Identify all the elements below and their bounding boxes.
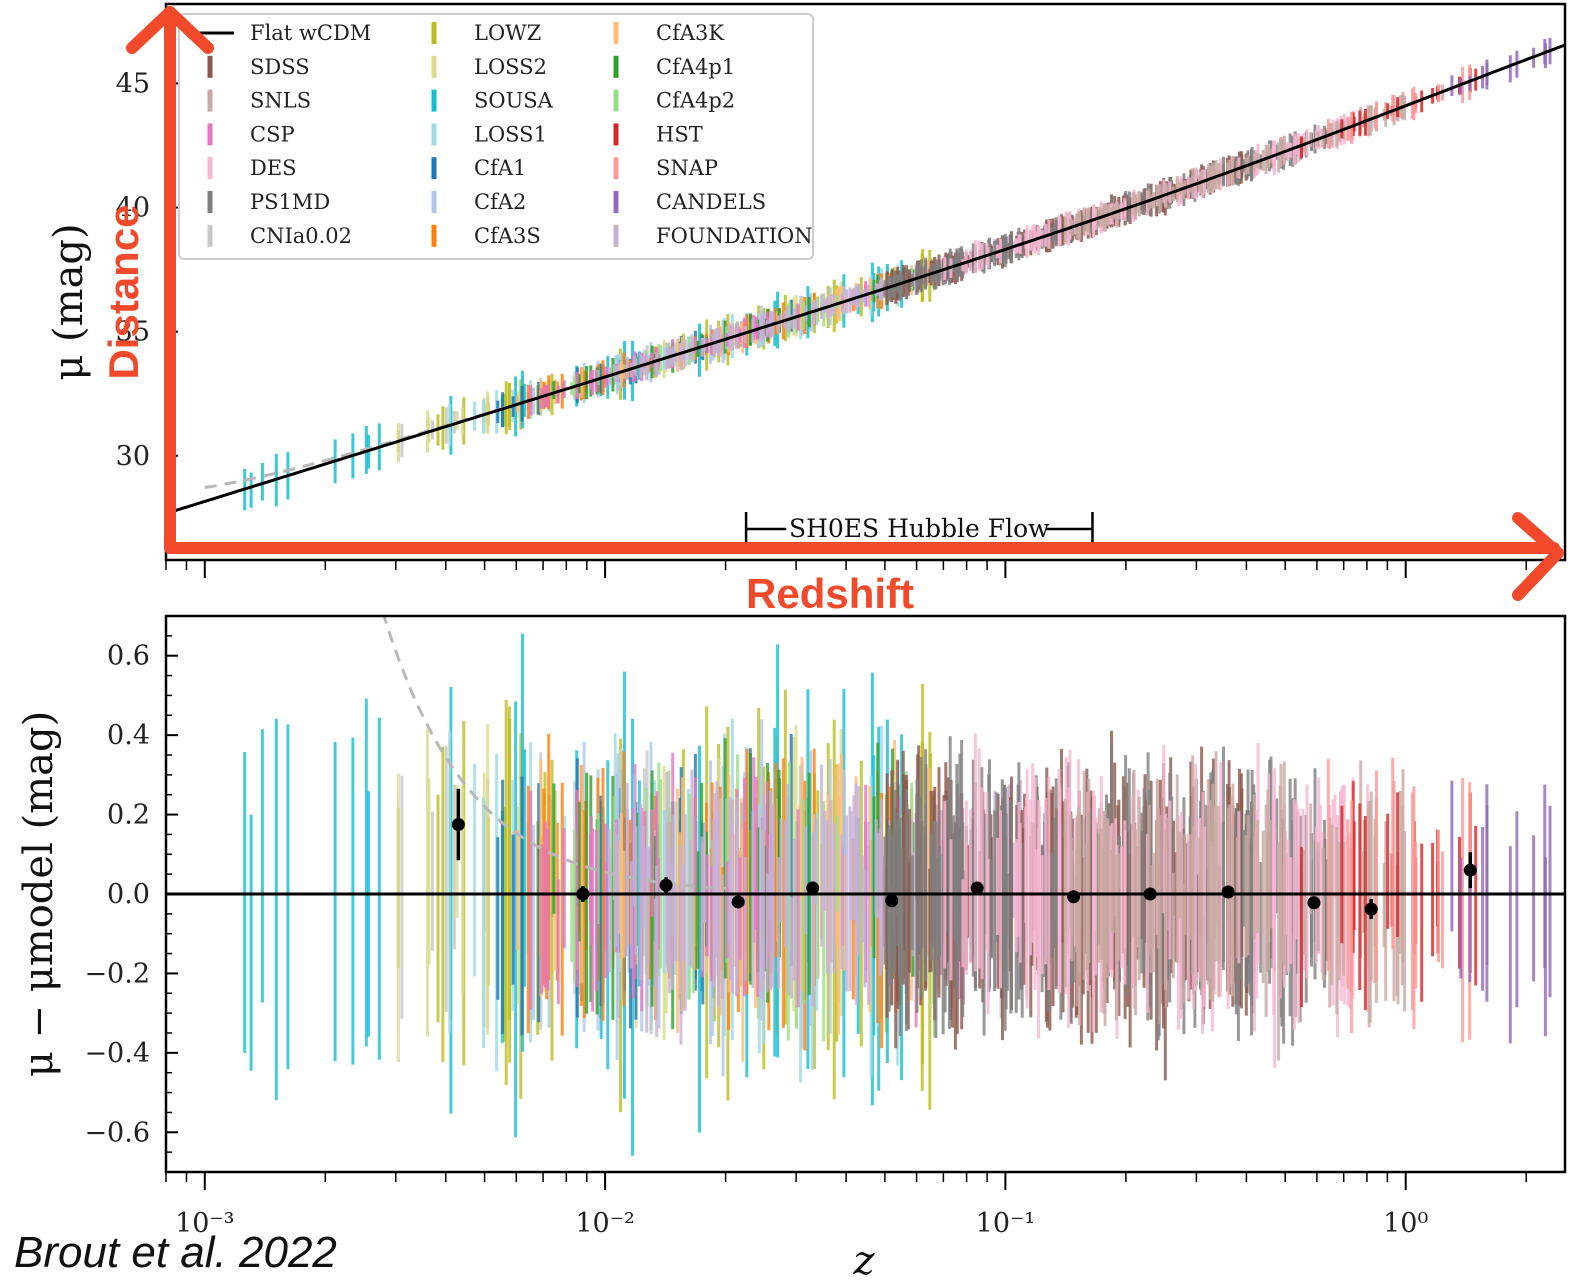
bottom-y-axis-title: μ − μmodel (mag) xyxy=(16,711,62,1077)
binned-mean-point xyxy=(970,881,984,895)
binned-mean-point xyxy=(659,878,673,892)
legend-label: CfA4p1 xyxy=(656,55,735,79)
legend-items: Flat wCDM SDSS SNLS CSP DES PS1MD CNIa0.02 LOWZ… xyxy=(198,21,813,248)
legend-label: SNLS xyxy=(250,89,311,113)
bottom-y-tick-label: 0.6 xyxy=(107,641,150,672)
legend-label: CfA1 xyxy=(474,156,526,180)
binned-mean-point xyxy=(1067,890,1081,904)
legend-label: LOSS2 xyxy=(474,55,547,79)
binned-mean-point xyxy=(1463,863,1477,877)
legend-label: LOWZ xyxy=(474,21,541,45)
bottom-low-z-curve xyxy=(382,616,726,890)
x-arrow-head xyxy=(1512,512,1564,601)
bottom-x-tick-label: 10⁰ xyxy=(1383,1208,1428,1239)
bottom-residual-points xyxy=(243,633,1552,1156)
legend-label: FOUNDATION xyxy=(656,224,813,248)
bottom-y-tick-label: 0.4 xyxy=(107,720,150,751)
binned-mean-point xyxy=(1221,885,1235,899)
shoes-hubble-flow-annotation: SH0ES Hubble Flow xyxy=(744,512,1094,546)
binned-mean-point xyxy=(1364,902,1378,916)
distance-label: Distance xyxy=(100,204,147,379)
bottom-x-tick-label: 10⁻³ xyxy=(175,1208,234,1239)
legend-label: DES xyxy=(250,156,297,180)
bottom-panel: −0.6 −0.4 −0.2 0.0 0.2 0.4 0.6 10⁻³ 10⁻² 10⁻¹ 10⁰… xyxy=(16,614,1567,1284)
binned-mean-point xyxy=(451,818,465,831)
bottom-y-tick-label: −0.6 xyxy=(84,1117,150,1148)
citation-credit: Brout et al. 2022 xyxy=(14,1228,337,1277)
legend-label: CNIa0.02 xyxy=(250,224,352,248)
legend-label: CANDELS xyxy=(656,190,766,214)
legend-label: CfA3K xyxy=(656,21,724,45)
binned-means xyxy=(451,788,1477,920)
bottom-y-tick-label: 0.0 xyxy=(107,879,150,910)
bottom-y-tick-label: −0.2 xyxy=(84,958,150,989)
bottom-x-tick-label: 10⁻¹ xyxy=(976,1208,1035,1239)
y-arrow-head xyxy=(126,6,214,54)
legend-label: CfA4p2 xyxy=(656,89,735,113)
legend-label: SNAP xyxy=(656,156,718,180)
redshift-label: Redshift xyxy=(746,570,914,617)
legend-label: CfA3S xyxy=(474,224,541,248)
top-y-tick-label: 35 xyxy=(116,317,150,348)
top-y-tick-label: 45 xyxy=(116,68,150,99)
legend-box xyxy=(178,13,814,260)
legend-label: SOUSA xyxy=(474,89,554,113)
top-panel: 30 35 40 45 μ (mag) SH0ES Hubble Flow Flat … xyxy=(46,2,1567,578)
bottom-x-tick-label: 10⁻² xyxy=(575,1208,634,1239)
overlay-arrows: Distance Redshift xyxy=(100,6,1564,617)
legend-label: HST xyxy=(656,122,703,146)
binned-mean-point xyxy=(806,881,820,895)
legend-label: Flat wCDM xyxy=(250,21,371,45)
bottom-x-axis-title: z xyxy=(852,1238,875,1284)
legend-label: CSP xyxy=(250,122,295,146)
binned-mean-point xyxy=(1307,896,1321,910)
top-x-ticks xyxy=(165,560,1527,578)
binned-mean-point xyxy=(885,894,899,908)
model-line xyxy=(165,43,1566,515)
bottom-y-axis: −0.6 −0.4 −0.2 0.0 0.2 0.4 0.6 xyxy=(84,615,178,1173)
binned-mean-point xyxy=(1143,887,1157,901)
legend: Flat wCDM SDSS SNLS CSP DES PS1MD CNIa0.02 LOWZ… xyxy=(178,13,814,260)
legend-label: CfA2 xyxy=(474,190,526,214)
binned-mean-point xyxy=(731,895,745,909)
bottom-y-tick-label: −0.4 xyxy=(84,1038,150,1069)
top-data-points xyxy=(243,38,1552,511)
bottom-x-axis: 10⁻³ 10⁻² 10⁻¹ 10⁰ xyxy=(165,1172,1527,1239)
top-y-axis-title: μ (mag) xyxy=(46,223,92,380)
binned-mean-point xyxy=(576,887,590,901)
top-y-tick-label: 30 xyxy=(116,441,150,472)
bottom-y-tick-label: 0.2 xyxy=(107,800,150,831)
legend-label: PS1MD xyxy=(250,190,330,214)
annotation-text: SH0ES Hubble Flow xyxy=(789,514,1050,543)
legend-label: LOSS1 xyxy=(474,122,547,146)
top-y-tick-label: 40 xyxy=(116,193,150,224)
legend-label: SDSS xyxy=(250,55,310,79)
